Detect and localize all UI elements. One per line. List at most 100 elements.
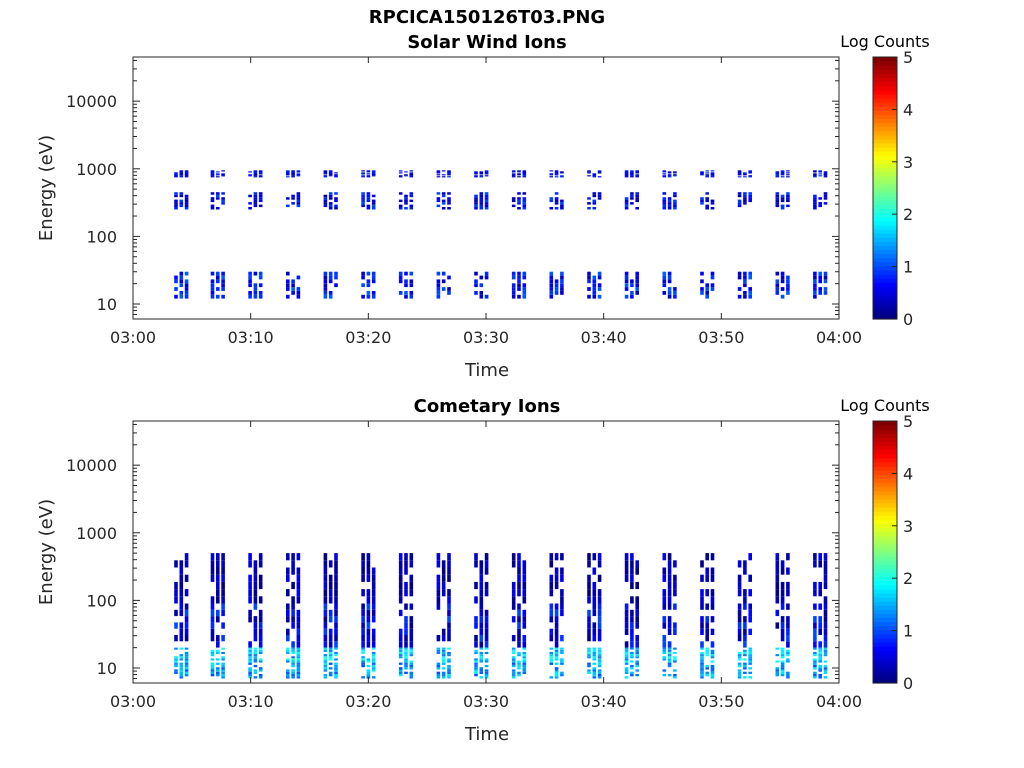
heatmap-cell: [216, 616, 220, 623]
heatmap-cell: [174, 656, 178, 659]
heatmap-cell: [447, 173, 451, 175]
heatmap-cell: [253, 647, 258, 650]
heatmap-cell: [517, 662, 521, 665]
heatmap-cell: [511, 560, 516, 568]
heatmap-cell: [511, 658, 516, 661]
heatmap-cell: [700, 173, 704, 175]
heatmap-cell: [635, 567, 639, 575]
colorbar-swatch: [873, 654, 897, 660]
heatmap-cell: [667, 622, 672, 629]
heatmap-cell: [334, 197, 338, 200]
heatmap-cell: [597, 176, 602, 178]
heatmap-cell: [673, 287, 677, 291]
heatmap-cell: [667, 294, 672, 299]
heatmap-cell: [484, 651, 489, 654]
heatmap-cell: [253, 171, 258, 173]
heatmap-cell: [291, 664, 295, 668]
heatmap-cell: [587, 596, 591, 604]
heatmap-cell: [323, 199, 328, 203]
heatmap-cell: [597, 589, 602, 597]
heatmap-cell: [700, 674, 704, 677]
colorbar-swatch: [873, 617, 897, 623]
heatmap-cell: [221, 651, 225, 654]
heatmap-cell: [248, 553, 252, 561]
heatmap-cell: [737, 287, 742, 291]
heatmap-cell: [587, 647, 591, 650]
colorbar-swatch: [873, 97, 897, 103]
heatmap-cell: [221, 275, 225, 280]
heatmap-cell: [587, 616, 591, 623]
heatmap-cell: [210, 574, 215, 582]
heatmap-cell: [592, 275, 597, 280]
heatmap-cell: [216, 173, 220, 175]
heatmap-cell: [296, 170, 301, 172]
heatmap-cell: [174, 194, 178, 198]
heatmap-cell: [743, 174, 747, 176]
y-tick-label: 100: [86, 591, 117, 610]
heatmap-cell: [813, 171, 817, 173]
heatmap-cell: [710, 616, 715, 623]
heatmap-cell: [587, 664, 591, 668]
heatmap-cell: [361, 641, 365, 648]
heatmap-cell: [441, 574, 446, 582]
heatmap-cell: [179, 202, 184, 205]
heatmap-cell: [248, 194, 252, 198]
heatmap-cell: [291, 662, 295, 665]
heatmap-cell: [700, 596, 704, 604]
heatmap-cell: [447, 291, 451, 295]
heatmap-cell: [549, 176, 554, 178]
heatmap-cell: [447, 616, 451, 623]
heatmap-cell: [447, 676, 451, 679]
heatmap-cell: [597, 553, 602, 561]
x-axis-label: Time: [464, 724, 509, 745]
heatmap-cell: [554, 658, 559, 661]
heatmap-cell: [253, 567, 258, 575]
heatmap-cell: [474, 202, 478, 205]
heatmap-cell: [286, 647, 290, 650]
heatmap-cell: [517, 581, 521, 590]
heatmap-cell: [775, 202, 780, 205]
heatmap-cell: [560, 574, 564, 582]
heatmap-cell: [597, 671, 602, 674]
heatmap-cell: [253, 669, 258, 672]
heatmap-cell: [630, 560, 634, 568]
heatmap-cell: [737, 674, 742, 677]
heatmap-cell: [517, 174, 521, 176]
heatmap-cell: [587, 654, 591, 657]
heatmap-cell: [587, 560, 591, 568]
heatmap-cell: [436, 172, 441, 174]
heatmap-cell: [210, 287, 215, 291]
heatmap-cell: [216, 567, 220, 575]
heatmap-cell: [549, 275, 554, 280]
heatmap-cell: [404, 560, 408, 568]
heatmap-cell: [248, 671, 252, 674]
heatmap-cell: [780, 172, 785, 174]
heatmap-cell: [179, 294, 184, 299]
heatmap-cell: [813, 279, 817, 284]
heatmap-cell: [210, 671, 215, 674]
heatmap-cell: [511, 174, 516, 176]
heatmap-cell: [700, 641, 704, 648]
heatmap-cell: [479, 567, 484, 575]
heatmap-cell: [597, 662, 602, 665]
heatmap-cell: [221, 199, 225, 203]
heatmap-cell: [404, 589, 408, 597]
heatmap-cell: [775, 192, 780, 195]
heatmap-cell: [258, 173, 263, 175]
colorbar-tick-label: 5: [903, 412, 913, 431]
heatmap-cell: [700, 628, 704, 635]
heatmap-cell: [700, 622, 704, 629]
heatmap-cell: [184, 651, 189, 654]
heatmap-cell: [447, 628, 451, 635]
heatmap-cell: [662, 176, 667, 178]
heatmap-cell: [786, 581, 790, 590]
heatmap-cell: [748, 656, 752, 659]
heatmap-cell: [748, 275, 752, 280]
heatmap-cell: [216, 669, 220, 672]
heatmap-cell: [328, 596, 333, 604]
heatmap-cell: [371, 275, 376, 280]
heatmap-cell: [710, 649, 715, 652]
heatmap-cell: [447, 647, 451, 650]
heatmap-cell: [184, 207, 189, 210]
heatmap-cell: [549, 581, 554, 590]
